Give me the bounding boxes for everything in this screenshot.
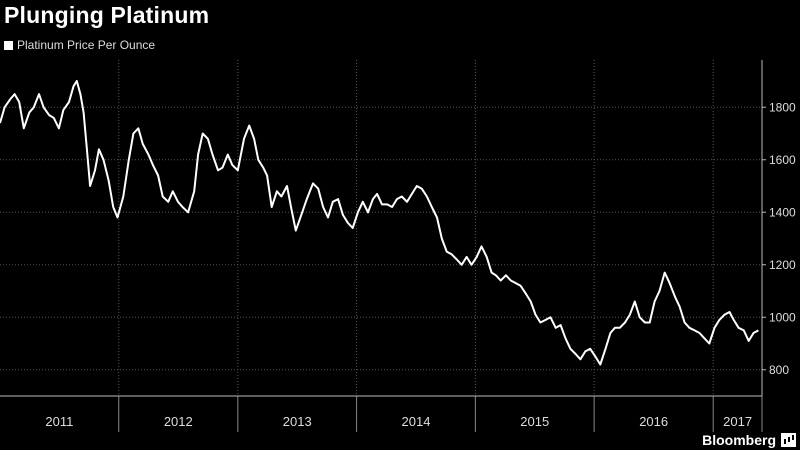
legend: Platinum Price Per Ounce: [4, 38, 155, 52]
axes: [0, 60, 766, 432]
y-tick-label-1800: 1800: [769, 100, 796, 114]
x-tick-label-2016: 2016: [639, 414, 668, 429]
gridlines: [0, 60, 762, 396]
legend-label: Platinum Price Per Ounce: [17, 38, 156, 52]
x-tick-label-2017: 2017: [723, 414, 752, 429]
brand-logo: Bloomberg: [702, 432, 796, 448]
brand-text: Bloomberg: [702, 432, 776, 448]
y-tick-label-1000: 1000: [769, 310, 796, 324]
x-axis-ticks: 2011 2012 2013 2014 2015 2016 2017: [45, 414, 752, 429]
legend-swatch: [4, 40, 13, 50]
y-tick-label-1400: 1400: [769, 205, 796, 219]
x-tick-label-2012: 2012: [164, 414, 193, 429]
x-tick-label-2013: 2013: [283, 414, 312, 429]
x-tick-label-2011: 2011: [45, 414, 73, 429]
series-line-0: [0, 80, 759, 366]
y-tick-label-1600: 1600: [769, 153, 796, 167]
bar-chart-icon: [781, 433, 796, 447]
x-tick-label-2014: 2014: [402, 414, 431, 429]
x-tick-label-2015: 2015: [520, 414, 549, 429]
chart-title: Plunging Platinum: [4, 2, 210, 28]
y-tick-label-1200: 1200: [769, 258, 796, 272]
series-group: [0, 80, 759, 366]
y-tick-label-800: 800: [769, 363, 789, 377]
y-axis-ticks: 800 1000 1200 1400 1600 1800: [769, 100, 796, 377]
